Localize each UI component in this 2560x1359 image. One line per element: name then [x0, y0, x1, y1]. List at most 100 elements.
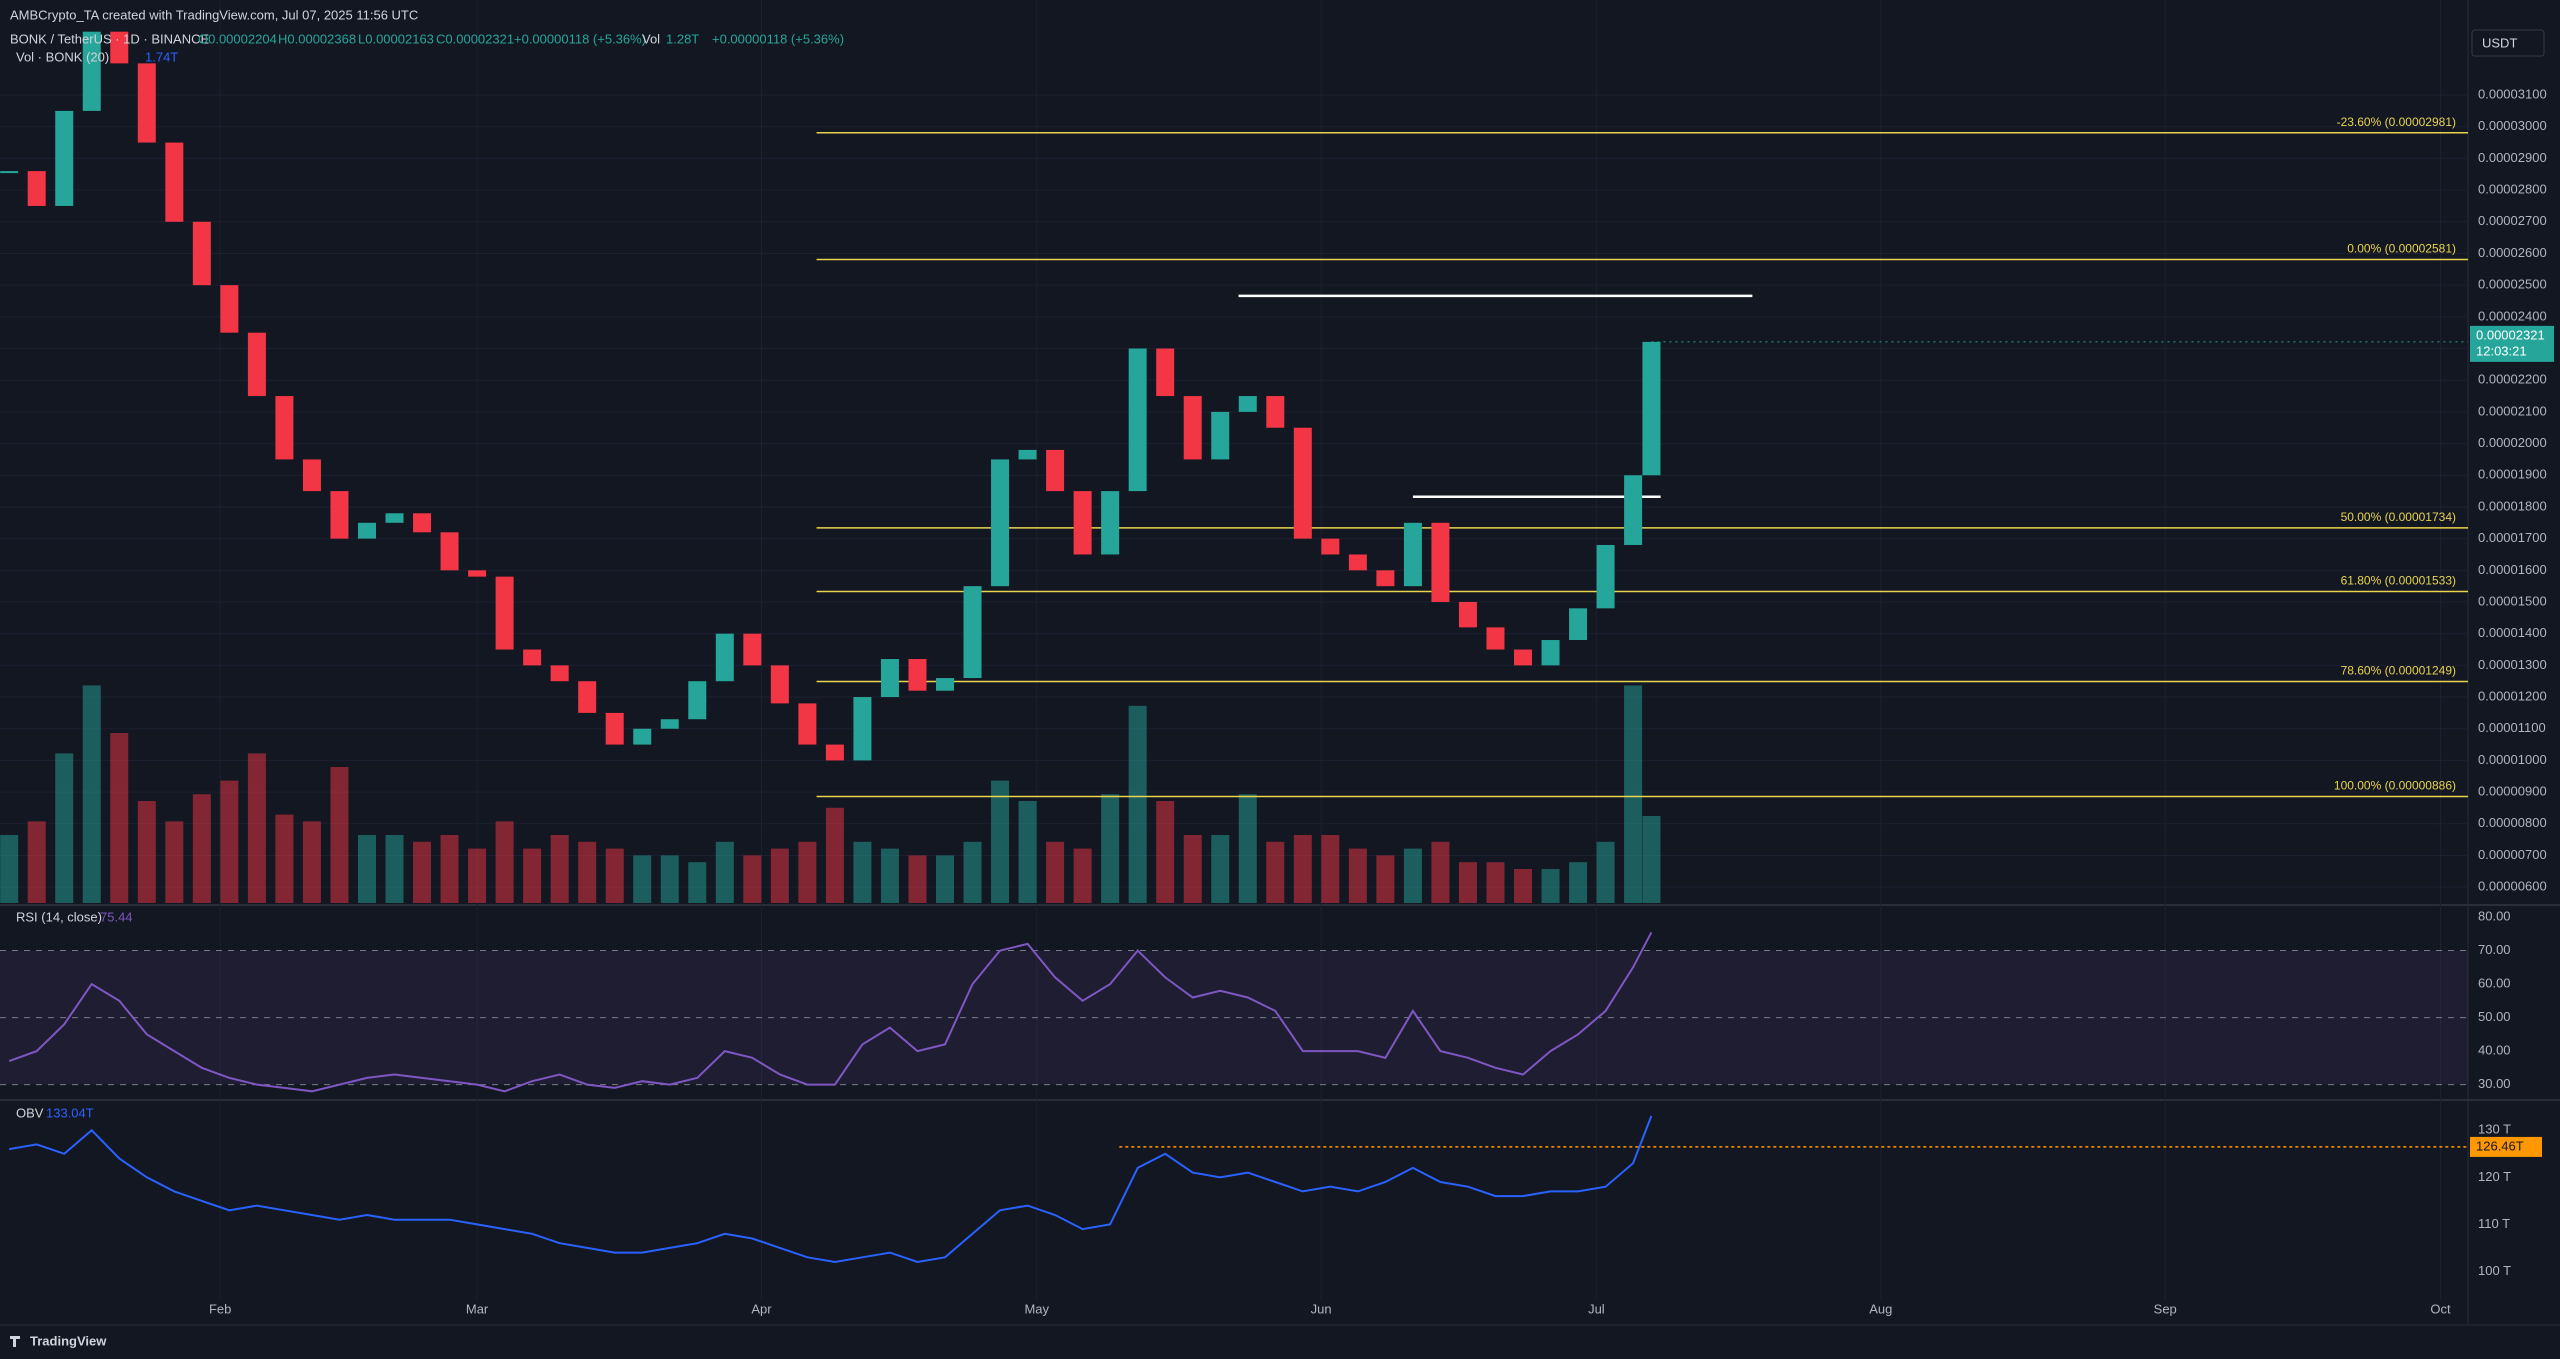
volume-bar	[495, 821, 514, 903]
y-tick-label: 0.00002100	[2478, 403, 2547, 418]
candle	[302, 459, 321, 492]
y-tick-label: 0.00001300	[2478, 657, 2547, 672]
x-tick-label: Mar	[466, 1301, 489, 1316]
volume-bar	[1376, 855, 1395, 903]
volume-bar	[192, 794, 211, 903]
volume-bar	[578, 841, 597, 903]
x-tick-label: Oct	[2430, 1301, 2451, 1316]
volume-bar	[935, 855, 954, 903]
volume-bar	[853, 841, 872, 903]
rsi-last: 75.44	[100, 909, 133, 924]
y-tick-label: 0.00002800	[2478, 182, 2547, 197]
volume-bar	[82, 685, 101, 903]
volume-bar	[1018, 801, 1037, 903]
volume-bar	[1046, 841, 1065, 903]
candle	[578, 681, 597, 713]
obv-tick-label: 100 T	[2478, 1263, 2511, 1278]
candle	[1376, 570, 1395, 587]
candle	[27, 171, 46, 206]
fib-label: 61.80% (0.00001533)	[2341, 574, 2456, 588]
fib-label: -23.60% (0.00002981)	[2337, 115, 2456, 129]
y-tick-label: 0.00001100	[2478, 720, 2546, 735]
ohlc-close: C0.00002321	[436, 31, 514, 46]
candle	[1128, 348, 1147, 492]
volume-bar	[247, 753, 266, 903]
volume-bar	[963, 841, 982, 903]
volume-bar	[1266, 841, 1285, 903]
rsi-tick-label: 30.00	[2478, 1076, 2511, 1091]
volume-bar	[1541, 869, 1560, 903]
rsi-line	[8, 931, 1653, 1093]
candle	[1073, 491, 1092, 555]
x-tick-label: Aug	[1869, 1301, 1892, 1316]
candle	[605, 712, 624, 745]
candle	[770, 665, 789, 704]
candle	[660, 719, 679, 729]
volume-bar	[715, 841, 734, 903]
volume-bar	[798, 841, 817, 903]
candle	[247, 332, 266, 397]
volume-bar	[1183, 835, 1202, 903]
fib-label: 0.00% (0.00002581)	[2347, 242, 2456, 256]
vol-label: Vol	[642, 31, 660, 46]
x-tick-label: May	[1024, 1301, 1049, 1316]
volume-ma: 1.74T	[145, 49, 178, 64]
candle	[908, 659, 927, 691]
candle	[1569, 608, 1588, 641]
candle	[1156, 348, 1175, 397]
candle	[1266, 396, 1285, 428]
vol-change: +0.00000118 (+5.36%)	[712, 31, 844, 46]
volume-bar	[137, 801, 156, 903]
candle	[413, 513, 432, 533]
footer-logo[interactable]: TradingView	[30, 1333, 107, 1348]
candle	[715, 633, 734, 682]
y-tick-label: 0.00000600	[2478, 879, 2547, 894]
volume-bar	[440, 835, 459, 903]
candle	[1018, 449, 1037, 460]
fib-label: 100.00% (0.00000886)	[2334, 779, 2456, 793]
candle	[825, 744, 844, 761]
volume-bar	[1128, 705, 1147, 903]
candle	[192, 221, 211, 286]
logo-icon	[10, 1336, 20, 1347]
currency-box[interactable]	[2471, 29, 2545, 57]
candle	[1458, 602, 1477, 628]
y-tick-label: 0.00001400	[2478, 625, 2547, 640]
volume-bar	[1596, 841, 1615, 903]
candle	[1431, 522, 1450, 602]
candle	[1514, 649, 1533, 666]
candle	[357, 522, 376, 539]
y-tick-label: 0.00002700	[2478, 213, 2547, 228]
volume-bar	[1211, 835, 1230, 903]
x-tick-label: Sep	[2154, 1301, 2177, 1316]
ohlc-change: +0.00000118 (+5.36%)	[514, 31, 646, 46]
ohlc-low: L0.00002163	[358, 31, 434, 46]
candle	[935, 678, 954, 691]
volume-bar	[770, 848, 789, 903]
volume-bar	[220, 780, 239, 903]
y-tick-label: 0.00001800	[2478, 498, 2547, 513]
volume-bar	[27, 821, 46, 903]
candle	[1541, 640, 1560, 666]
candle	[468, 570, 487, 577]
candle	[1624, 475, 1643, 545]
volume-bar	[743, 855, 762, 903]
currency[interactable]: USDT	[2482, 35, 2517, 50]
volume-bar	[1293, 835, 1312, 903]
volume-bar	[357, 835, 376, 903]
volume-bar	[523, 848, 542, 903]
volume-bar	[1348, 848, 1367, 903]
volume-bar	[1073, 848, 1092, 903]
credit: AMBCrypto_TA created with TradingView.co…	[10, 7, 418, 22]
candle	[1211, 411, 1230, 460]
candle	[220, 285, 239, 333]
rsi-tick-label: 50.00	[2478, 1009, 2511, 1024]
candle	[1486, 627, 1505, 650]
rsi-tick-label: 80.00	[2478, 908, 2511, 923]
obv-marker-label: 126.46T	[2476, 1138, 2524, 1153]
volume-bar	[385, 835, 404, 903]
candle	[495, 576, 514, 650]
